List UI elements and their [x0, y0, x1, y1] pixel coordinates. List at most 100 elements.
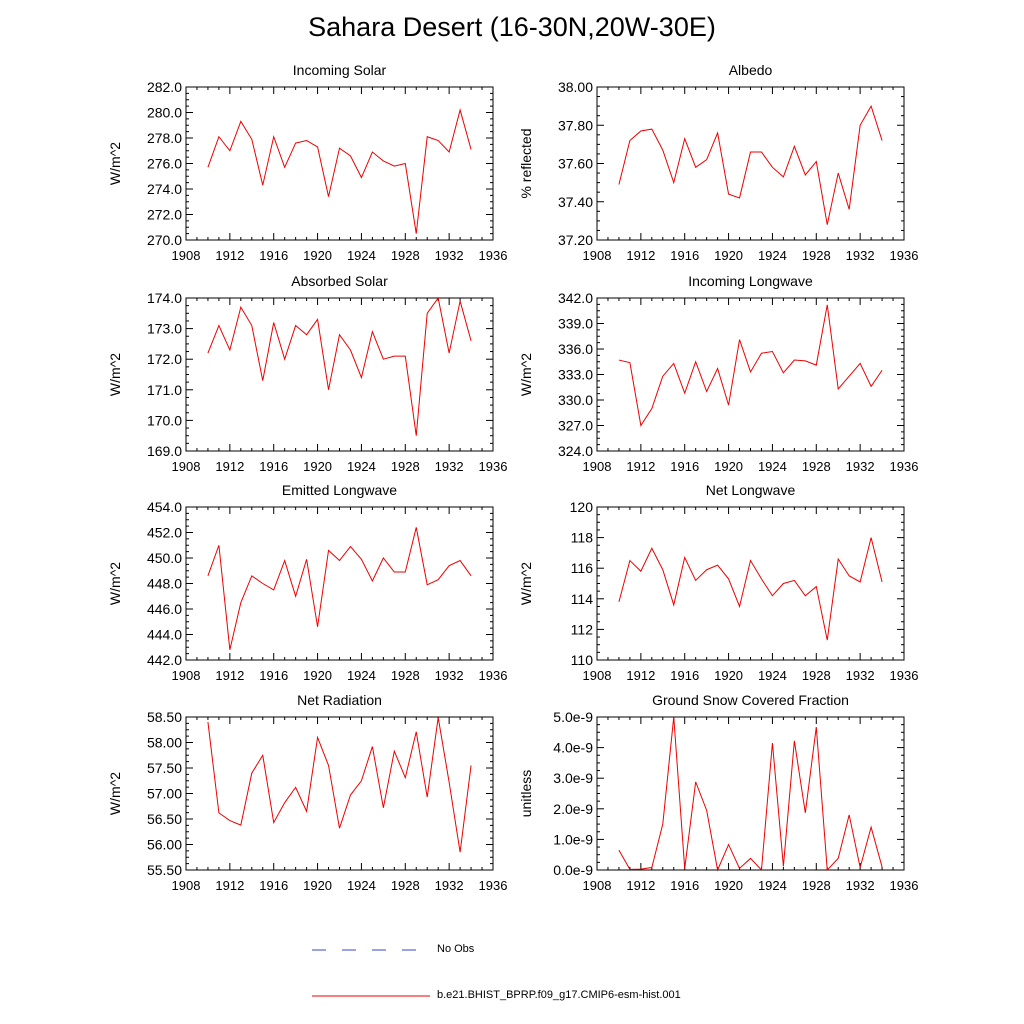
y-tick-label: 37.40 — [558, 194, 593, 210]
x-tick-label: 1908 — [583, 878, 612, 893]
y-tick-label: 114 — [571, 591, 594, 607]
x-tick-label: 1920 — [714, 248, 743, 263]
x-tick-label: 1928 — [802, 668, 831, 683]
y-tick-label: 2.0e-9 — [553, 801, 593, 817]
y-tick-label: 57.50 — [147, 760, 182, 776]
y-tick-label: 274.0 — [147, 181, 182, 197]
y-tick-label: 282.0 — [147, 79, 182, 95]
x-tick-label: 1916 — [259, 459, 288, 474]
x-tick-label: 1936 — [890, 459, 919, 474]
y-tick-label: 112 — [571, 621, 594, 637]
x-tick-label: 1936 — [479, 668, 508, 683]
x-tick-label: 1912 — [215, 668, 244, 683]
x-tick-label: 1928 — [391, 878, 420, 893]
x-tick-label: 1928 — [391, 668, 420, 683]
y-tick-label: 278.0 — [147, 130, 182, 146]
series-line — [207, 717, 472, 853]
y-tick-label: 120 — [570, 499, 594, 515]
y-tick-label: 58.50 — [147, 709, 182, 725]
x-tick-label: 1924 — [758, 878, 787, 893]
x-tick-label: 1928 — [391, 248, 420, 263]
panel-title: Ground Snow Covered Fraction — [652, 692, 849, 708]
x-tick-label: 1912 — [626, 878, 655, 893]
y-axis-label: W/m^2 — [518, 562, 534, 605]
y-tick-label: 5.0e-9 — [553, 709, 593, 725]
panel-title: Absorbed Solar — [291, 273, 388, 289]
y-tick-label: 446.0 — [147, 601, 182, 617]
y-axis-label: % reflected — [518, 128, 534, 198]
y-tick-label: 58.00 — [147, 735, 182, 751]
y-tick-label: 333.0 — [558, 367, 593, 383]
x-tick-label: 1920 — [714, 459, 743, 474]
x-tick-label: 1936 — [890, 878, 919, 893]
chart-panel-2: 1908 1912 1916 1920 1924 1928 1932 1936 37.20 37.… — [518, 62, 918, 263]
y-tick-label: 174.0 — [147, 290, 182, 306]
series-line — [618, 104, 883, 225]
y-tick-label: 276.0 — [147, 156, 182, 172]
y-tick-label: 56.00 — [147, 837, 182, 853]
chart-panel-5: 1908 1912 1916 1920 1924 1928 1932 1936 442.0 444… — [107, 482, 507, 683]
x-tick-label: 1916 — [670, 459, 699, 474]
x-tick-label: 1932 — [435, 878, 464, 893]
y-tick-label: 38.00 — [558, 79, 593, 95]
y-tick-label: 4.0e-9 — [553, 740, 593, 756]
series-line — [618, 304, 883, 427]
x-tick-label: 1916 — [259, 878, 288, 893]
x-tick-label: 1912 — [626, 459, 655, 474]
y-tick-label: 173.0 — [147, 321, 182, 337]
chart-panel-4: 1908 1912 1916 1920 1924 1928 1932 1936 324.0 327… — [518, 273, 918, 474]
x-tick-label: 1908 — [172, 248, 201, 263]
y-tick-label: 37.80 — [558, 117, 593, 133]
x-tick-label: 1920 — [303, 668, 332, 683]
panel-title: Net Radiation — [297, 692, 382, 708]
chart-panel-7: 1908 1912 1916 1920 1924 1928 1932 1936 55.50 56.… — [107, 692, 507, 893]
x-tick-label: 1920 — [303, 459, 332, 474]
y-axis-label: W/m^2 — [107, 353, 123, 396]
y-tick-label: 342.0 — [558, 290, 593, 306]
legend-label-model: b.e21.BHIST_BPRP.f09_g17.CMIP6-esm-hist.… — [437, 989, 681, 1001]
x-tick-label: 1928 — [391, 459, 420, 474]
x-tick-label: 1908 — [172, 668, 201, 683]
y-tick-label: 118 — [571, 530, 594, 546]
y-tick-label: 37.20 — [558, 232, 593, 248]
x-tick-label: 1908 — [172, 878, 201, 893]
y-tick-label: 270.0 — [147, 232, 182, 248]
y-tick-label: 56.50 — [147, 811, 182, 827]
y-tick-label: 172.0 — [147, 351, 182, 367]
y-tick-label: 170.0 — [147, 412, 182, 428]
x-tick-label: 1936 — [479, 248, 508, 263]
x-tick-label: 1932 — [435, 668, 464, 683]
y-tick-label: 171.0 — [147, 382, 182, 398]
x-tick-label: 1924 — [347, 668, 376, 683]
x-tick-label: 1920 — [714, 668, 743, 683]
series-line — [207, 108, 472, 234]
x-tick-label: 1928 — [802, 459, 831, 474]
y-tick-label: 330.0 — [558, 392, 593, 408]
series-line — [207, 296, 472, 436]
x-tick-label: 1920 — [714, 878, 743, 893]
y-tick-label: 0.0e-9 — [553, 862, 593, 878]
y-tick-label: 450.0 — [147, 550, 182, 566]
y-tick-label: 3.0e-9 — [553, 770, 593, 786]
y-tick-label: 272.0 — [147, 207, 182, 223]
x-tick-label: 1908 — [583, 248, 612, 263]
x-tick-label: 1920 — [303, 248, 332, 263]
y-tick-label: 169.0 — [147, 443, 182, 459]
y-axis-label: W/m^2 — [518, 353, 534, 396]
x-tick-label: 1936 — [890, 248, 919, 263]
y-tick-label: 110 — [571, 652, 594, 668]
y-tick-label: 280.0 — [147, 105, 182, 121]
x-tick-label: 1932 — [846, 248, 875, 263]
y-tick-label: 448.0 — [147, 576, 182, 592]
y-tick-label: 37.60 — [558, 156, 593, 172]
panel-title: Incoming Solar — [293, 62, 387, 78]
y-tick-label: 452.0 — [147, 525, 182, 541]
y-tick-label: 444.0 — [147, 627, 182, 643]
x-tick-label: 1932 — [435, 459, 464, 474]
y-tick-label: 442.0 — [147, 652, 182, 668]
x-tick-label: 1928 — [802, 248, 831, 263]
y-tick-label: 116 — [571, 560, 594, 576]
y-tick-label: 57.00 — [147, 786, 182, 802]
chart-panel-6: 1908 1912 1916 1920 1924 1928 1932 1936 110 112 11… — [518, 482, 918, 683]
